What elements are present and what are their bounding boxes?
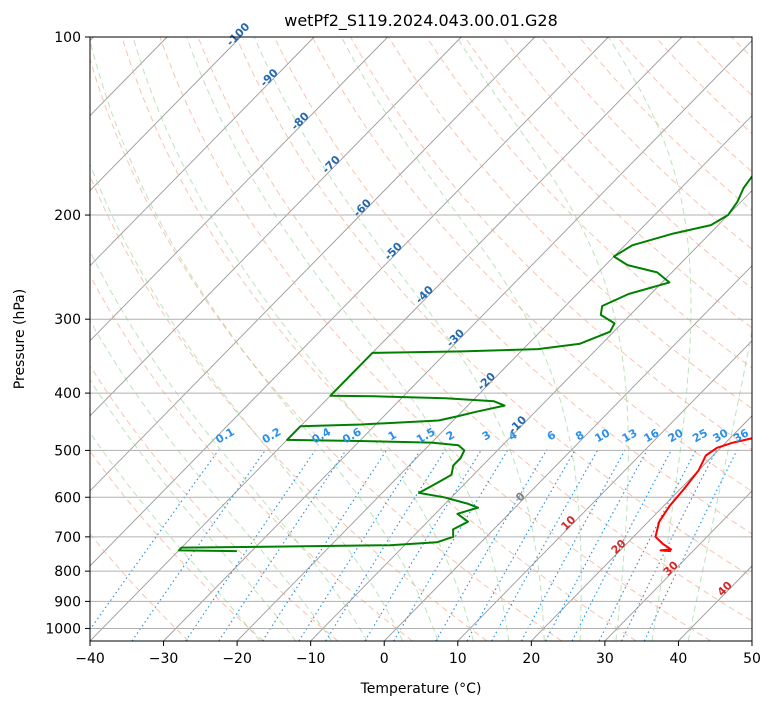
y-tick-label: 500 [54,443,81,459]
dry-adiabat-line [273,37,752,535]
sounding-series [177,174,752,553]
isotherm-line [383,265,752,641]
background-lines [90,37,775,641]
y-axis: 100 200 300 400 500 600 700 800 900 1000 [45,30,90,637]
isotherm-line [236,114,752,641]
dry-adiabat-line [90,57,562,641]
dry-adiabat-line [464,37,752,329]
plot-area [90,37,752,641]
dry-adiabat-line [388,37,752,410]
isotherm-line [90,37,536,492]
y-tick-label: 600 [54,490,81,506]
x-tick-label: −40 [75,651,105,667]
mixing-ratio-line [491,449,599,641]
chart-title: wetPf2_S119.2024.043.00.01.G28 [284,11,558,31]
x-tick-label: 50 [743,651,761,667]
x-axis: −40 −30 −20 −10 0 10 20 30 40 50 [75,641,761,667]
dewpoint-line [177,174,752,553]
moist-adiabat-line [90,250,368,641]
moist-adiabat-line [90,319,333,641]
dry-adiabat-line [90,274,413,641]
moist-adiabat-line [607,37,692,641]
moist-adiabat-line [90,432,261,641]
y-tick-label: 700 [54,530,81,546]
mixing-ratio-line [466,449,576,641]
dry-adiabat-line [350,37,752,451]
dry-adiabat-line [90,450,264,641]
moist-adiabat-line [90,38,439,641]
isotherm-line [90,37,462,417]
x-tick-label: −20 [222,651,252,667]
mixing-ratio-line [90,449,220,631]
isotherm-line [310,190,752,641]
isotherm-line [457,340,752,641]
dry-adiabat-line [426,37,752,369]
y-tick-label: 400 [54,386,81,402]
moist-adiabat-line [90,379,297,641]
isotherm-line [531,415,752,641]
y-tick-label: 800 [54,564,81,580]
isotherm-line [90,37,683,641]
x-tick-label: 40 [670,651,688,667]
x-tick-label: 10 [449,651,467,667]
moist-adiabat-line [186,37,510,641]
dry-adiabat-line [578,37,752,211]
x-tick-label: 20 [522,651,540,667]
moist-adiabat-line [687,328,752,641]
x-axis-title: Temperature (°C) [360,681,482,697]
dry-adiabat-line [235,37,752,578]
mixing-ratio-line [131,449,267,641]
y-tick-label: 1000 [45,621,81,637]
isotherm-line [90,37,389,342]
x-tick-label: −10 [296,651,326,667]
y-tick-label: 100 [54,30,81,46]
dry-adiabat-line [90,174,488,641]
moist-adiabat-line [456,37,629,641]
y-axis-title: Pressure (hPa) [12,289,28,389]
pressure-grid [90,37,752,629]
y-tick-label: 300 [54,312,81,328]
x-tick-label: 30 [596,651,614,667]
mixing-ratio-line [521,449,626,641]
isotherm-line [163,39,752,641]
dry-adiabat-line [540,37,752,250]
isotherm-line [604,490,752,641]
plot-frame [89,36,753,642]
isotherm-line [90,37,241,192]
moist-adiabat-line [253,37,545,641]
dry-adiabat-line [121,37,637,641]
dry-adiabat-line [159,37,712,641]
y-tick-label: 900 [54,594,81,610]
isotherm-line [90,37,609,567]
temperature-line [654,437,752,553]
mixing-ratio-line [325,449,446,641]
mixing-ratio-line [364,449,482,641]
moist-adiabat-line [90,162,404,641]
mixing-ratio-line [393,449,509,641]
y-tick-label: 200 [54,208,81,224]
mixing-ratio-line [545,449,648,641]
isotherm-line [90,37,315,267]
isotherm-line [751,640,752,641]
moist-adiabat-line [132,37,474,641]
x-tick-label: 0 [380,651,389,667]
x-tick-label: −30 [149,651,179,667]
dry-adiabat-line [770,37,775,641]
mixing-ratio-line [435,449,548,641]
